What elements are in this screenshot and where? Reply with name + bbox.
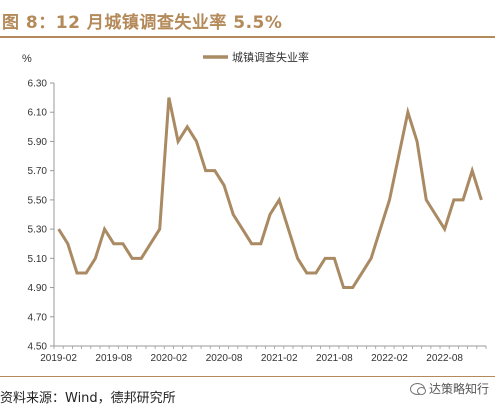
x-tick-label: 2021-08 <box>316 353 353 364</box>
y-tick-label: 5.90 <box>28 137 48 148</box>
legend-label: 城镇调查失业率 <box>232 50 309 64</box>
y-tick-label: 5.50 <box>28 195 48 206</box>
title-rule <box>0 36 495 38</box>
y-tick-label: 4.70 <box>28 312 48 323</box>
y-axis-unit-label: % <box>22 53 32 65</box>
series-line <box>57 97 483 290</box>
x-tick-label: 2020-02 <box>151 353 188 364</box>
x-tick-label: 2020-08 <box>206 353 243 364</box>
watermark: 达策略知行 <box>409 380 489 397</box>
x-tick-label: 2021-02 <box>261 353 298 364</box>
y-tick-label: 6.30 <box>28 79 48 90</box>
x-tick-label: 2022-08 <box>426 353 463 364</box>
x-tick-label: 2019-02 <box>40 353 77 364</box>
source-note: 资料来源：Wind，德邦研究所 <box>0 391 176 406</box>
y-axis: 4.50 4.70 4.90 5.10 5.30 5.50 5.70 5.90 6.10 6.30 <box>28 79 55 353</box>
series-group <box>57 97 483 290</box>
y-tick-label: 6.10 <box>28 108 48 119</box>
x-tick-label: 2022-02 <box>371 353 408 364</box>
watermark-text: 达策略知行 <box>428 382 489 396</box>
y-tick-label: 4.90 <box>28 283 48 294</box>
x-tick-label: 2019-08 <box>95 353 132 364</box>
wechat-icon <box>409 382 426 395</box>
figure-title: 图 8：12 月城镇调查失业率 5.5% <box>2 13 283 33</box>
y-tick-label: 5.10 <box>28 254 48 265</box>
legend: 城镇调查失业率 <box>203 50 309 64</box>
x-axis: 2019-02 2019-08 2020-02 2020-08 2021-02 2021-… <box>40 345 487 364</box>
y-tick-label: 5.70 <box>28 166 48 177</box>
y-tick-label: 5.30 <box>28 225 48 236</box>
y-tick-label: 4.50 <box>28 342 48 353</box>
footer-rule <box>0 376 495 377</box>
